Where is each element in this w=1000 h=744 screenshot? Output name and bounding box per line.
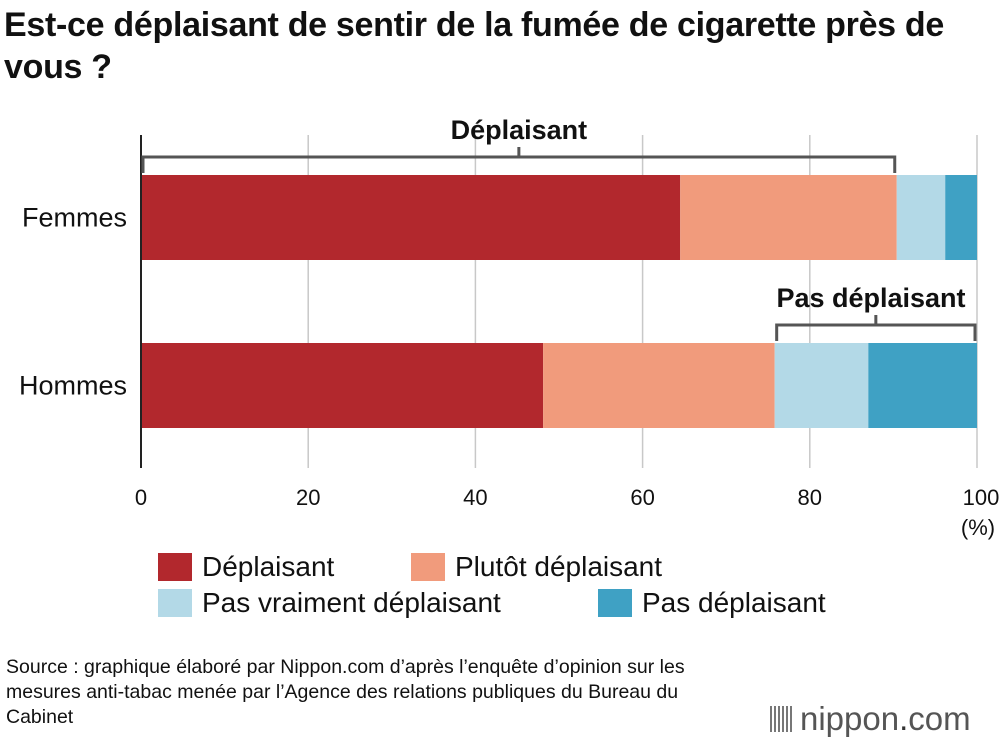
bar-femmes-plutot-deplaisant xyxy=(680,175,897,260)
x-tick-label-100: 100 xyxy=(963,485,1000,510)
x-tick-label-20: 20 xyxy=(296,485,320,510)
bar-hommes-plutot-deplaisant xyxy=(543,343,775,428)
nippon-logo: nippon. com xyxy=(770,700,971,738)
logo-name: nippon xyxy=(800,700,900,737)
x-tick-label-60: 60 xyxy=(630,485,654,510)
logo-bars-icon xyxy=(770,706,792,732)
bar-femmes-pas-vraiment-deplaisant xyxy=(896,175,946,260)
category-label-femmes: Femmes xyxy=(22,203,127,233)
legend-item-pas-deplaisant: Pas déplaisant xyxy=(598,587,826,619)
bracket-deplaisant xyxy=(141,147,897,173)
bracket-pas-deplaisant xyxy=(775,315,977,341)
legend-swatch-pas-vraiment-deplaisant xyxy=(158,589,192,617)
bar-hommes-deplaisant xyxy=(141,343,544,428)
bar-hommes-pas-deplaisant xyxy=(868,343,977,428)
bracket-label-pas-deplaisant: Pas déplaisant xyxy=(776,283,965,313)
legend-item-pas-vraiment-deplaisant: Pas vraiment déplaisant xyxy=(158,587,501,619)
legend-label-deplaisant: Déplaisant xyxy=(202,551,335,582)
bar-hommes-pas-vraiment-deplaisant xyxy=(774,343,869,428)
x-unit-label: (%) xyxy=(961,515,995,540)
bracket-label-deplaisant: Déplaisant xyxy=(451,115,588,145)
stacked-bar-chart: Femmes Hommes 0 20 40 60 80 100 (%) Déplaisant Pas… xyxy=(19,115,1000,540)
legend-item-plutot-deplaisant: Plutôt déplaisant xyxy=(411,551,662,583)
legend-label-pas-deplaisant: Pas déplaisant xyxy=(642,587,826,618)
legend-swatch-plutot-deplaisant xyxy=(411,553,445,581)
chart-title: Est-ce déplaisant de sentir de la fumée … xyxy=(4,6,945,86)
category-label-hommes: Hommes xyxy=(19,371,127,401)
x-tick-label-80: 80 xyxy=(798,485,822,510)
source-note: Source : graphique élaboré par Nippon.co… xyxy=(6,656,685,728)
x-tick-label-0: 0 xyxy=(135,485,147,510)
legend-label-plutot-deplaisant: Plutôt déplaisant xyxy=(455,551,663,582)
bar-femmes-deplaisant xyxy=(141,175,681,260)
bar-femmes-pas-deplaisant xyxy=(945,175,977,260)
logo-dot: . xyxy=(899,700,909,737)
x-tick-label-40: 40 xyxy=(463,485,487,510)
legend-item-deplaisant: Déplaisant xyxy=(158,551,334,583)
legend-swatch-pas-deplaisant xyxy=(598,589,632,617)
legend-label-pas-vraiment-deplaisant: Pas vraiment déplaisant xyxy=(202,587,501,618)
logo-tld: com xyxy=(908,700,971,737)
legend-swatch-deplaisant xyxy=(158,553,192,581)
